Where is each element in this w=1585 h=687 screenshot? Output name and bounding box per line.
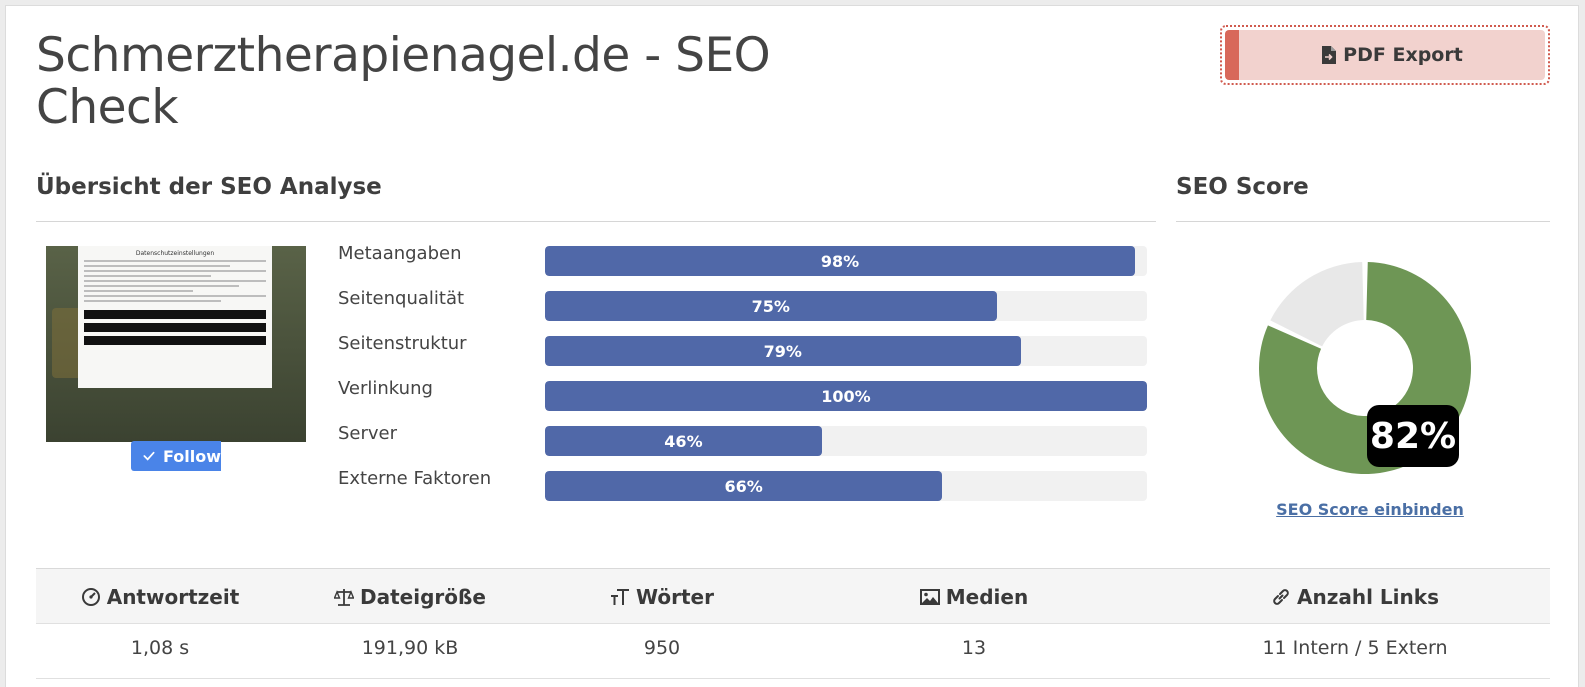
stat-value-media: 13 (961, 637, 987, 659)
stat-header-words: Wörter (536, 569, 788, 625)
stat-label: Antwortzeit (106, 585, 240, 609)
overview-divider (36, 221, 1156, 222)
metric-bar-value: 98% (545, 246, 1135, 276)
stat-label: Wörter (636, 585, 714, 609)
image-icon (919, 589, 940, 605)
stats-header: Antwortzeit Dateigröße Wörter Medien Anz… (36, 568, 1550, 624)
metric-label: Metaangaben (338, 243, 462, 264)
stat-value-links: 11 Intern / 5 Extern (1262, 637, 1448, 659)
metric-bar-value: 66% (545, 471, 943, 501)
seo-score-embed-link[interactable]: SEO Score einbinden (1276, 500, 1464, 519)
seo-score-divider (1176, 221, 1550, 222)
stat-value-response-time: 1,08 s (130, 637, 190, 659)
metric-label: Verlinkung (338, 378, 433, 399)
text-size-icon (611, 589, 630, 605)
metric-label: Externe Faktoren (338, 468, 492, 489)
metric-bar: 66% (545, 471, 1147, 501)
stat-label: Dateigröße (360, 585, 486, 609)
thumbnail-caption: Datenschutzeinstellungen (135, 250, 215, 257)
metric-label: Server (338, 423, 398, 444)
cookie-consent-preview: Datenschutzeinstellungen (78, 246, 272, 388)
stat-header-media: Medien (788, 569, 1160, 625)
seo-score-value: 82% (1367, 405, 1459, 467)
file-export-icon (1322, 46, 1337, 64)
metric-bar: 79% (545, 336, 1147, 366)
stat-value-words: 950 (643, 637, 681, 659)
metric-bar: 46% (545, 426, 1147, 456)
metric-bar: 75% (545, 291, 1147, 321)
check-icon (143, 451, 155, 461)
follow-label: Follow (162, 446, 221, 466)
stat-label: Anzahl Links (1297, 585, 1439, 609)
metric-bar-value: 79% (545, 336, 1021, 366)
scale-icon (334, 589, 355, 606)
pdf-export-button[interactable]: PDF Export (1220, 25, 1550, 85)
stat-value-file-size: 191,90 kB (361, 637, 459, 659)
stat-header-file-size: Dateigröße (284, 569, 536, 625)
stat-header-response-time: Antwortzeit (36, 569, 284, 625)
follow-button[interactable]: Follow (131, 441, 221, 471)
metric-label: Seitenstruktur (338, 333, 467, 354)
seo-score-title: SEO Score (1176, 174, 1309, 200)
overview-title: Übersicht der SEO Analyse (36, 174, 382, 200)
metric-bar: 98% (545, 246, 1147, 276)
metric-bar-value: 46% (545, 426, 822, 456)
metric-bar-value: 100% (545, 381, 1147, 411)
metric-label: Seitenqualität (338, 288, 465, 309)
metric-bar-value: 75% (545, 291, 997, 321)
stat-label: Medien (945, 585, 1029, 609)
page-title: Schmerztherapienagel.de - SEO Check (36, 28, 771, 135)
link-icon (1273, 589, 1289, 605)
pdf-export-label: PDF Export (1343, 44, 1463, 66)
donut-remaining-segment (1270, 262, 1364, 347)
stats-bottom-divider (36, 678, 1550, 679)
gauge-icon (81, 588, 100, 606)
stat-header-links: Anzahl Links (1160, 569, 1550, 625)
website-thumbnail: Datenschutzeinstellungen (46, 246, 306, 442)
metric-bar: 100% (545, 381, 1147, 411)
